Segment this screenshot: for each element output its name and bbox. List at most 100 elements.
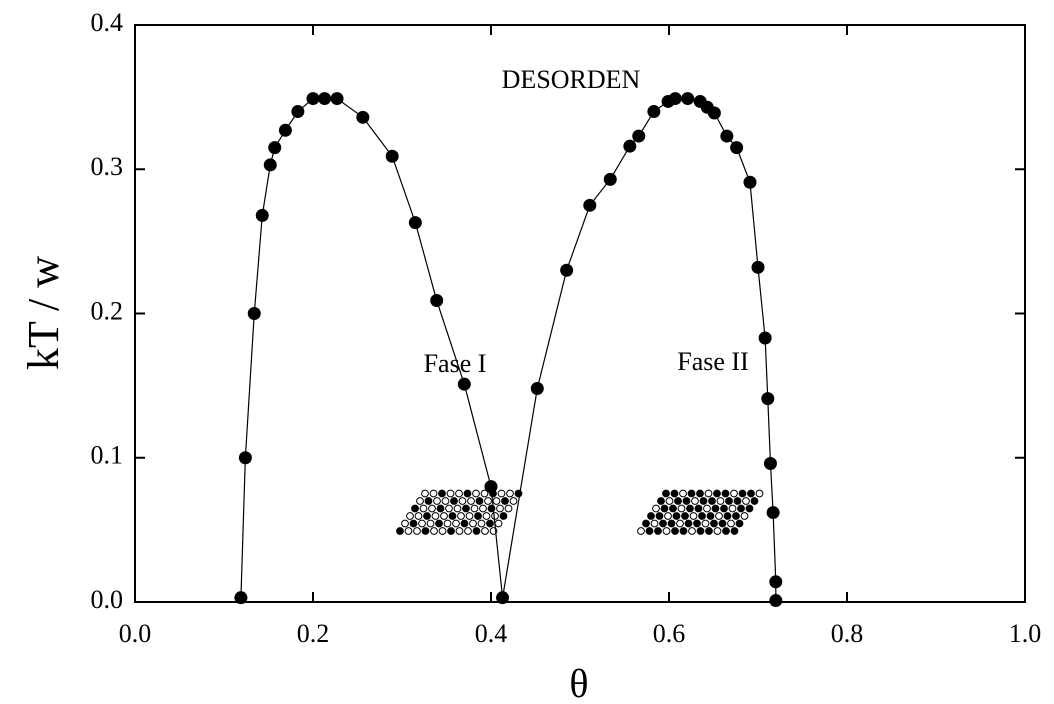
lattice-site: [484, 497, 492, 505]
x-tick-label: 0.4: [475, 619, 508, 648]
lattice-site: [481, 527, 489, 535]
data-point: [766, 506, 780, 520]
data-point: [560, 263, 574, 277]
lattice-site: [742, 497, 750, 505]
y-tick-label: 0.3: [91, 152, 124, 181]
lattice-site: [655, 512, 664, 520]
lattice-site: [447, 527, 455, 535]
lattice-site: [480, 489, 489, 498]
lattice-site: [737, 504, 745, 513]
lattice-site: [688, 527, 696, 535]
data-point: [247, 307, 261, 320]
data-point: [457, 377, 471, 391]
lattice-site: [694, 504, 703, 513]
lattice-site: [435, 519, 443, 528]
data-point: [496, 591, 510, 605]
data-point: [632, 129, 646, 143]
lattice-site: [464, 527, 472, 535]
lattice-site: [469, 519, 477, 528]
lattice-site: [706, 512, 715, 520]
lattice-site: [401, 519, 409, 528]
lattice-site: [723, 512, 732, 520]
lattice-site: [460, 519, 469, 528]
lattice-site: [438, 489, 446, 498]
data-point: [408, 216, 422, 230]
lattice-site: [406, 512, 414, 520]
lattice-site: [474, 512, 482, 520]
lattice-site: [452, 519, 460, 528]
lattice-site: [682, 497, 691, 505]
lattice-site: [679, 489, 687, 498]
lattice-site: [662, 489, 670, 498]
lattice-site: [438, 527, 447, 535]
lattice-site: [710, 519, 718, 528]
data-point: [330, 92, 344, 106]
lattice-site: [718, 519, 727, 528]
lattice-site: [713, 489, 721, 498]
annotation: Fase II: [677, 347, 748, 376]
lattice-site: [662, 527, 671, 535]
lattice-site: [455, 527, 464, 535]
lattice-site: [730, 489, 738, 498]
lattice-site: [691, 497, 699, 505]
data-point: [430, 294, 444, 308]
data-point: [668, 92, 682, 106]
data-point: [306, 92, 320, 106]
data-point: [356, 110, 370, 124]
lattice-site: [497, 489, 506, 498]
lattice-site: [482, 512, 491, 520]
lattice-site: [441, 497, 450, 505]
lattice-site: [703, 504, 711, 513]
lattice-site: [506, 489, 514, 498]
lattice-site: [657, 497, 665, 505]
data-point: [255, 208, 269, 222]
lattice-site: [472, 489, 480, 498]
lattice-site: [674, 497, 682, 505]
lattice-site: [647, 512, 655, 520]
data-point: [291, 105, 305, 119]
lattice-site: [426, 519, 435, 528]
lattice-site: [740, 512, 749, 520]
lattice-site: [448, 512, 457, 520]
lattice-site: [396, 527, 404, 535]
lattice-site: [450, 497, 458, 505]
data-point: [758, 331, 772, 345]
data-point: [278, 123, 292, 137]
annotation: DESORDEN: [502, 65, 641, 94]
lattice-site: [418, 519, 426, 528]
x-tick-label: 0.6: [653, 619, 686, 648]
lattice-site: [642, 519, 650, 528]
lattice-site: [727, 519, 735, 528]
lattice-site: [433, 497, 441, 505]
lattice-site: [708, 497, 716, 505]
data-point: [769, 594, 783, 608]
lattice-site: [421, 489, 429, 498]
lattice-site: [458, 497, 467, 505]
lattice-site: [499, 512, 508, 520]
data-point: [583, 198, 597, 212]
lattice-site: [465, 512, 474, 520]
lattice-site: [411, 504, 419, 513]
lattice-site: [659, 519, 667, 528]
data-point: [707, 106, 721, 120]
lattice-site: [699, 497, 708, 505]
lattice-site: [713, 527, 722, 535]
lattice-site: [730, 527, 739, 535]
lattice-site: [419, 504, 428, 513]
lattice-site: [423, 512, 431, 520]
x-tick-label: 1.0: [1009, 619, 1042, 648]
lattice-site: [654, 527, 662, 535]
lattice-site: [413, 527, 421, 535]
lattice-site: [416, 497, 424, 505]
lattice-site: [445, 504, 453, 513]
lattice-site: [689, 512, 698, 520]
lattice-site: [652, 504, 660, 513]
lattice-site: [667, 519, 676, 528]
lattice-site: [501, 497, 509, 505]
data-point: [761, 392, 775, 406]
data-point: [763, 457, 777, 471]
lattice-site: [457, 512, 465, 520]
data-point: [268, 141, 282, 155]
data-point: [730, 141, 744, 155]
y-tick-label: 0.0: [91, 585, 124, 614]
